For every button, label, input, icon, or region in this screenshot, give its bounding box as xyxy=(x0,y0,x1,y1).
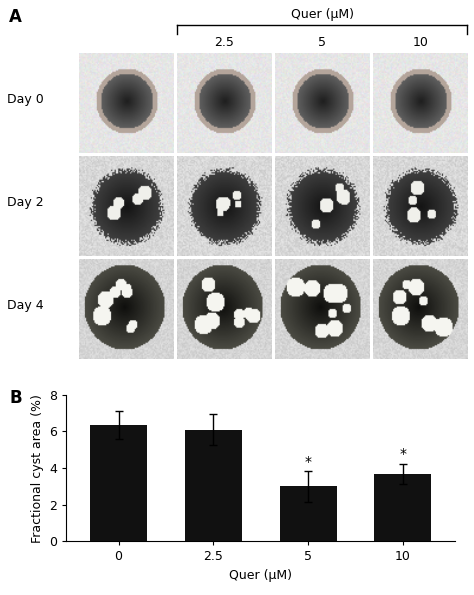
Text: A: A xyxy=(9,8,22,26)
Bar xyxy=(90,425,147,541)
X-axis label: Quer (μM): Quer (μM) xyxy=(229,569,292,582)
Text: *: * xyxy=(400,447,406,461)
Bar xyxy=(185,430,242,541)
Text: *: * xyxy=(305,455,311,469)
Y-axis label: Fractional cyst area (%): Fractional cyst area (%) xyxy=(31,394,44,543)
Text: 2.5: 2.5 xyxy=(214,36,234,49)
Text: Day 2: Day 2 xyxy=(7,196,44,209)
Text: B: B xyxy=(9,389,22,407)
Text: 10: 10 xyxy=(412,36,428,49)
Bar xyxy=(374,474,431,541)
Bar xyxy=(280,487,337,541)
Text: Day 4: Day 4 xyxy=(7,299,44,312)
Text: Quer (μM): Quer (μM) xyxy=(291,8,354,21)
Text: 5: 5 xyxy=(318,36,326,49)
Text: 200μm: 200μm xyxy=(441,246,463,251)
Text: Day 0: Day 0 xyxy=(7,93,44,107)
